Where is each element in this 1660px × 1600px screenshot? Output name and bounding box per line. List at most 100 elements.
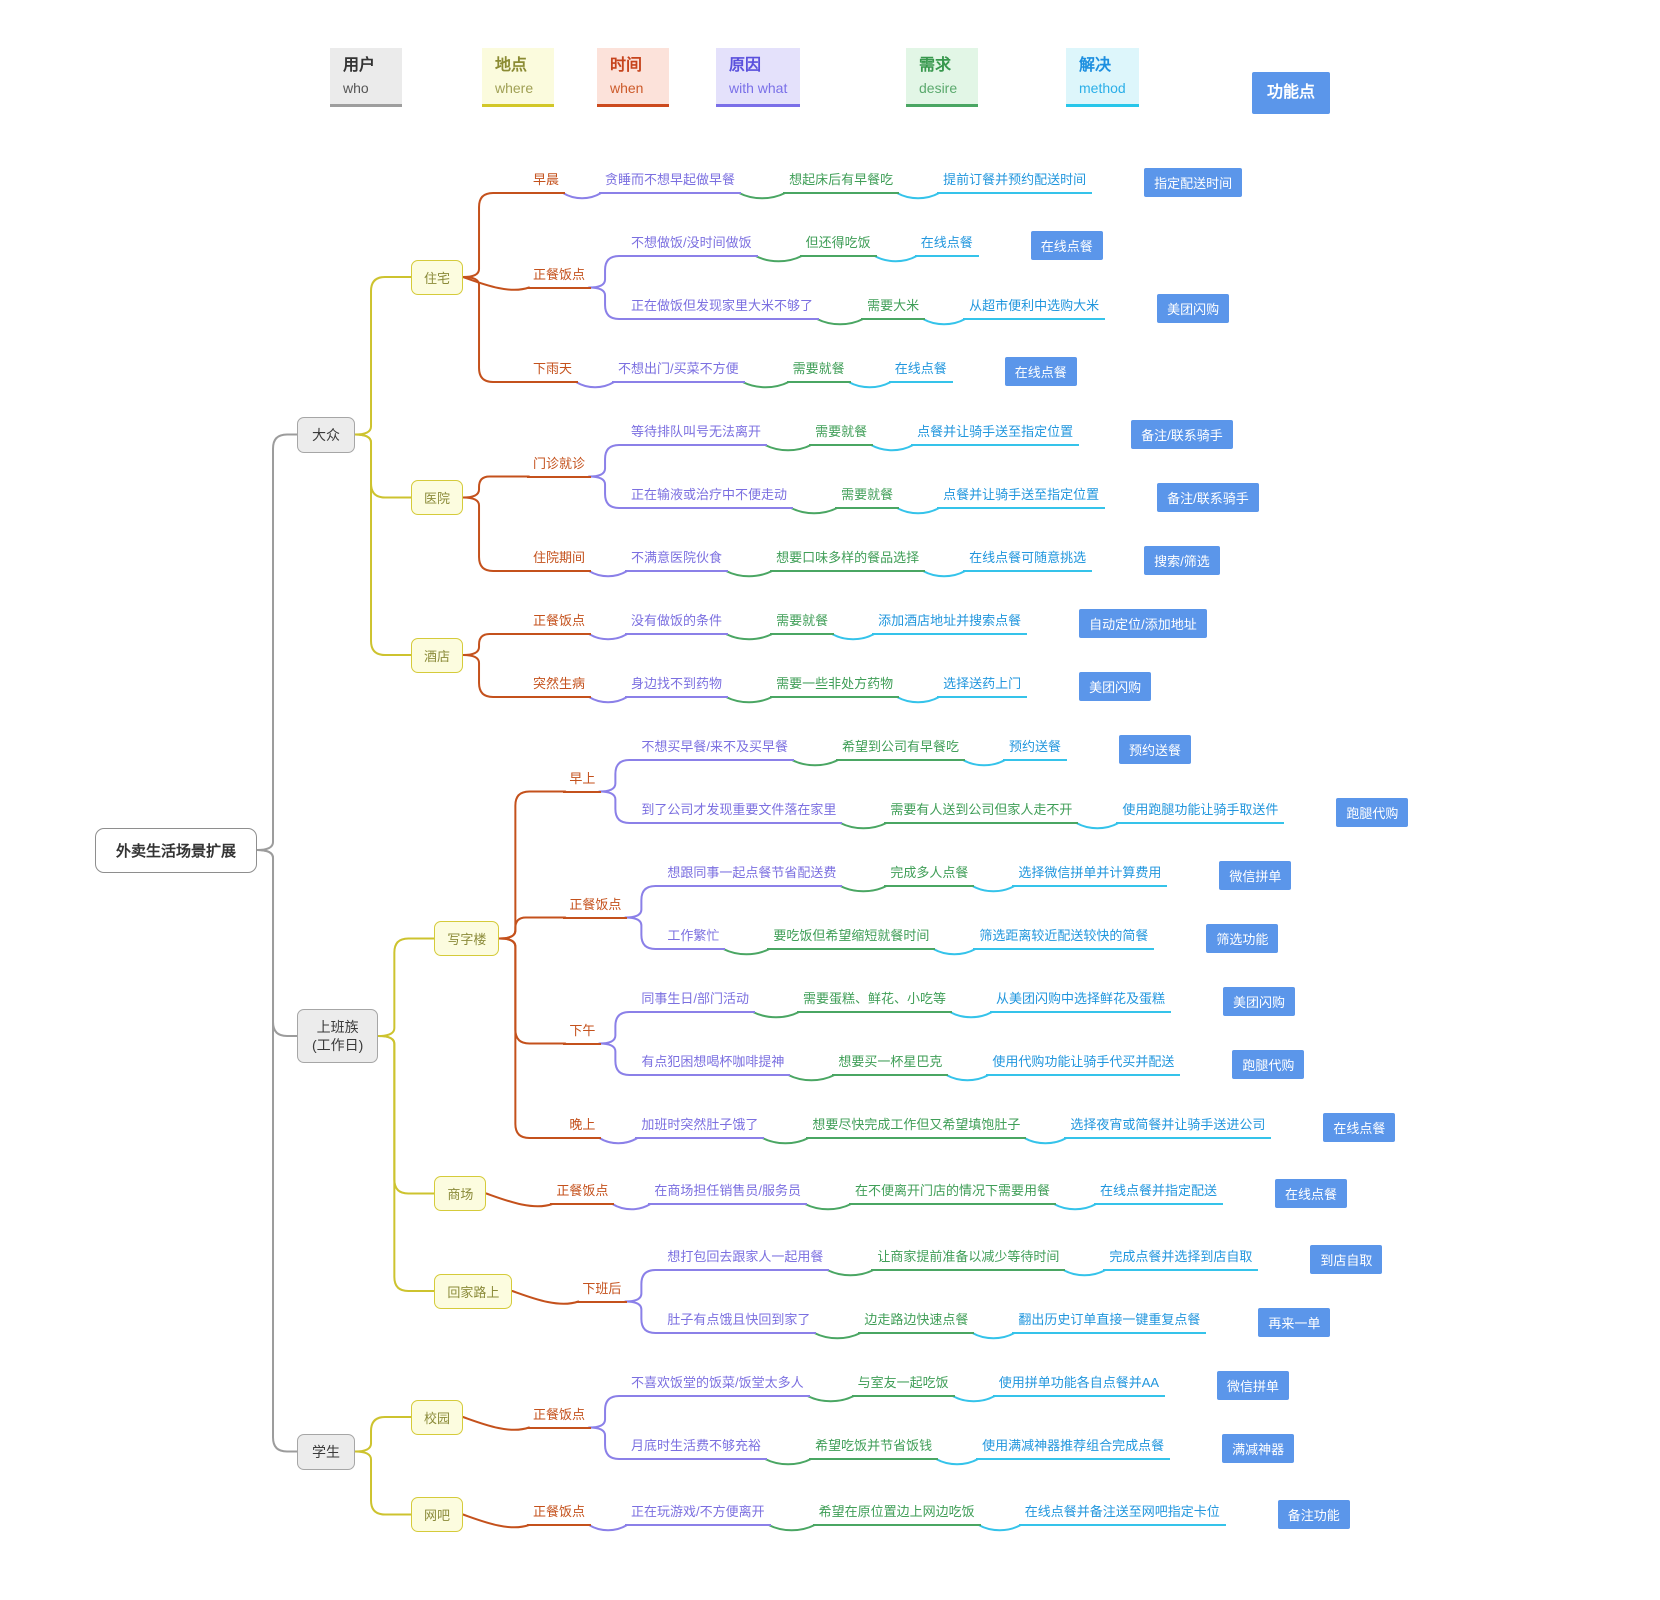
node-desire[interactable]: 需要有人送到公司但家人走不开 <box>884 801 1079 824</box>
node-place[interactable]: 网吧 <box>411 1497 464 1532</box>
node-time[interactable]: 早晨 <box>527 171 566 194</box>
node-feature[interactable]: 备注/联系骑手 <box>1157 483 1259 512</box>
node-feature[interactable]: 在线点餐 <box>1275 1179 1348 1208</box>
node-time[interactable]: 下班后 <box>576 1280 628 1303</box>
node-desire[interactable]: 需要就餐 <box>809 423 874 446</box>
node-feature[interactable]: 再来一单 <box>1258 1308 1331 1337</box>
node-user[interactable]: 上班族 (工作日) <box>297 1009 379 1063</box>
legend-time[interactable]: 时间 when <box>597 48 669 107</box>
node-reason[interactable]: 在商场担任销售员/服务员 <box>648 1182 807 1205</box>
node-reason[interactable]: 不想出门/买菜不方便 <box>612 360 745 383</box>
node-feature[interactable]: 美团闪购 <box>1157 294 1230 323</box>
node-reason[interactable]: 没有做饭的条件 <box>625 612 729 635</box>
node-reason[interactable]: 不满意医院伙食 <box>625 549 729 572</box>
node-reason[interactable]: 同事生日/部门活动 <box>635 990 755 1013</box>
node-reason[interactable]: 到了公司才发现重要文件落在家里 <box>635 801 843 824</box>
node-method[interactable]: 使用代购功能让骑手代买并配送 <box>986 1053 1181 1076</box>
node-desire[interactable]: 想要尽快完成工作但又希望填饱肚子 <box>806 1116 1027 1139</box>
node-method[interactable]: 在线点餐并指定配送 <box>1094 1182 1224 1205</box>
node-desire[interactable]: 让商家提前准备以减少等待时间 <box>871 1248 1066 1271</box>
node-feature[interactable]: 美团闪购 <box>1079 672 1152 701</box>
node-place[interactable]: 回家路上 <box>434 1273 513 1309</box>
node-desire[interactable]: 完成多人点餐 <box>884 864 975 887</box>
node-feature[interactable]: 微信拼单 <box>1219 861 1292 890</box>
node-reason[interactable]: 不想买早餐/来不及买早餐 <box>635 738 794 761</box>
node-method[interactable]: 完成点餐并选择到店自取 <box>1103 1248 1259 1271</box>
node-reason[interactable]: 身边找不到药物 <box>625 675 729 698</box>
node-method[interactable]: 在线点餐可随意挑选 <box>963 549 1093 572</box>
node-reason[interactable]: 正在做饭但发现家里大米不够了 <box>625 297 820 320</box>
node-desire[interactable]: 边走路边快速点餐 <box>858 1311 975 1334</box>
node-time[interactable]: 正餐饭点 <box>527 612 592 635</box>
node-desire[interactable]: 希望吃饭并节省饭钱 <box>809 1437 939 1460</box>
node-place[interactable]: 校园 <box>411 1399 464 1435</box>
node-method[interactable]: 从美团闪购中选择鲜花及蛋糕 <box>990 990 1172 1013</box>
legend-place[interactable]: 地点 where <box>482 48 554 107</box>
node-feature[interactable]: 搜索/筛选 <box>1144 546 1220 575</box>
node-reason[interactable]: 想跟同事一起点餐节省配送费 <box>661 864 843 887</box>
node-feature[interactable]: 美团闪购 <box>1223 987 1296 1016</box>
node-desire[interactable]: 想要买一杯星巴克 <box>832 1053 949 1076</box>
node-method[interactable]: 使用拼单功能各自点餐并AA <box>992 1374 1166 1397</box>
node-feature[interactable]: 自动定位/添加地址 <box>1079 609 1207 638</box>
node-place[interactable]: 商场 <box>434 1176 487 1211</box>
node-method[interactable]: 选择夜宵或简餐并让骑手送进公司 <box>1064 1116 1272 1139</box>
node-method[interactable]: 翻出历史订单直接一键重复点餐 <box>1012 1311 1207 1334</box>
node-root[interactable]: 外卖生活场景扩展 <box>95 827 258 873</box>
node-method[interactable]: 在线点餐并备注送至网吧指定卡位 <box>1018 1503 1226 1526</box>
node-time[interactable]: 下午 <box>563 1022 602 1045</box>
node-place[interactable]: 酒店 <box>411 637 464 673</box>
node-method[interactable]: 点餐并让骑手送至指定位置 <box>911 423 1080 446</box>
node-desire[interactable]: 但还得吃饭 <box>799 234 877 257</box>
node-feature[interactable]: 在线点餐 <box>1030 231 1103 260</box>
node-method[interactable]: 在线点餐 <box>888 360 953 383</box>
node-reason[interactable]: 有点犯困想喝杯咖啡提神 <box>635 1053 791 1076</box>
node-feature[interactable]: 满减神器 <box>1222 1434 1295 1463</box>
node-place[interactable]: 医院 <box>411 480 464 515</box>
node-time[interactable]: 正餐饭点 <box>527 1406 592 1429</box>
node-reason[interactable]: 不喜欢饭堂的饭菜/饭堂太多人 <box>625 1374 810 1397</box>
node-time[interactable]: 下雨天 <box>527 360 579 383</box>
node-feature[interactable]: 在线点餐 <box>1004 357 1077 386</box>
node-desire[interactable]: 在不便离开门店的情况下需要用餐 <box>849 1182 1057 1205</box>
node-desire[interactable]: 想要口味多样的餐品选择 <box>770 549 926 572</box>
node-method[interactable]: 选择微信拼单并计算费用 <box>1012 864 1168 887</box>
legend-method[interactable]: 解决 method <box>1066 48 1139 107</box>
node-feature[interactable]: 跑腿代购 <box>1336 798 1409 827</box>
node-method[interactable]: 添加酒店地址并搜索点餐 <box>872 612 1028 635</box>
node-reason[interactable]: 不想做饭/没时间做饭 <box>625 234 758 257</box>
legend-reason[interactable]: 原因 with what <box>716 48 801 107</box>
node-time[interactable]: 正餐饭点 <box>550 1182 615 1205</box>
node-desire[interactable]: 想起床后有早餐吃 <box>783 171 900 194</box>
node-reason[interactable]: 想打包回去跟家人一起用餐 <box>661 1248 830 1271</box>
node-feature[interactable]: 预约送餐 <box>1119 735 1192 764</box>
node-desire[interactable]: 需要蛋糕、鲜花、小吃等 <box>797 990 953 1013</box>
node-desire[interactable]: 要吃饭但希望缩短就餐时间 <box>767 927 936 950</box>
node-method[interactable]: 使用跑腿功能让骑手取送件 <box>1116 801 1285 824</box>
node-reason[interactable]: 工作繁忙 <box>661 927 726 950</box>
node-time[interactable]: 早上 <box>563 770 602 793</box>
node-time[interactable]: 正餐饭点 <box>527 1503 592 1526</box>
node-desire[interactable]: 需要一些非处方药物 <box>770 675 900 698</box>
node-time[interactable]: 正餐饭点 <box>563 896 628 919</box>
node-place[interactable]: 写字楼 <box>434 921 500 956</box>
node-reason[interactable]: 贪睡而不想早起做早餐 <box>599 171 742 194</box>
node-time[interactable]: 门诊就诊 <box>527 455 592 478</box>
node-place[interactable]: 住宅 <box>411 259 464 295</box>
node-method[interactable]: 点餐并让骑手送至指定位置 <box>937 486 1106 509</box>
node-method[interactable]: 使用满减神器推荐组合完成点餐 <box>976 1437 1171 1460</box>
node-method[interactable]: 筛选距离较近配送较快的简餐 <box>973 927 1155 950</box>
node-desire[interactable]: 与室友一起吃饭 <box>851 1374 955 1397</box>
legend-user[interactable]: 用户 who <box>330 48 402 107</box>
node-feature[interactable]: 跑腿代购 <box>1232 1050 1305 1079</box>
node-time[interactable]: 突然生病 <box>527 675 592 698</box>
node-feature[interactable]: 筛选功能 <box>1206 924 1279 953</box>
node-time[interactable]: 住院期间 <box>527 549 592 572</box>
node-method[interactable]: 从超市便利中选购大米 <box>963 297 1106 320</box>
node-time[interactable]: 晚上 <box>563 1116 602 1139</box>
node-feature[interactable]: 在线点餐 <box>1323 1113 1396 1142</box>
node-time[interactable]: 正餐饭点 <box>527 266 592 289</box>
node-reason[interactable]: 等待排队叫号无法离开 <box>625 423 768 446</box>
legend-desire[interactable]: 需求 desire <box>906 48 978 107</box>
node-feature[interactable]: 微信拼单 <box>1217 1371 1290 1400</box>
